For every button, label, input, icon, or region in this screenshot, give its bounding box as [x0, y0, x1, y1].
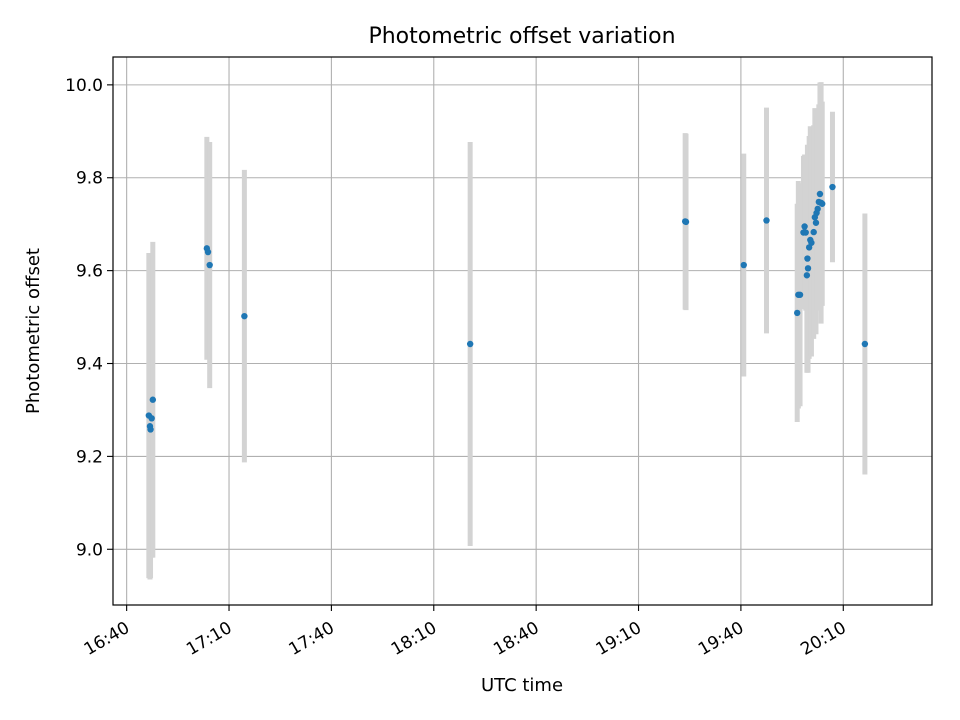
data-point [829, 183, 836, 191]
data-point [466, 340, 474, 348]
data-point [804, 255, 811, 262]
y-tick-label: 9.6 [76, 262, 103, 282]
data-point [819, 200, 826, 207]
data-point [814, 205, 821, 213]
data-points [145, 183, 869, 433]
data-point [149, 396, 157, 403]
data-point [241, 312, 248, 320]
data-point [816, 190, 824, 198]
y-tick-label: 9.8 [76, 169, 103, 189]
y-tick-label: 10.0 [65, 76, 103, 96]
grid [113, 57, 932, 605]
data-point [147, 426, 154, 433]
data-point [682, 218, 690, 226]
x-axis-label: UTC time [481, 675, 563, 696]
data-point [204, 248, 212, 256]
data-point [802, 229, 809, 236]
y-tick-label: 9.0 [76, 540, 103, 560]
chart-title: Photometric offset variation [368, 24, 675, 49]
data-point [808, 239, 815, 246]
data-point [803, 272, 811, 279]
data-point [796, 291, 804, 298]
y-tick-label: 9.4 [76, 355, 103, 375]
data-point [812, 219, 820, 226]
plot-area-frame [112, 56, 933, 606]
y-axis-ticks: 9.0 9.2 9.4 9.6 9.8 10.0 [65, 76, 113, 560]
data-point [861, 340, 869, 348]
data-point [794, 309, 801, 317]
data-point [763, 217, 770, 224]
data-point [810, 228, 817, 236]
y-tick-label: 9.2 [76, 447, 103, 467]
y-axis-label: Photometric offset [23, 248, 44, 414]
data-point [740, 261, 747, 269]
data-point [148, 415, 155, 422]
data-point [804, 265, 812, 272]
data-point [206, 261, 213, 269]
data-point [801, 223, 808, 230]
